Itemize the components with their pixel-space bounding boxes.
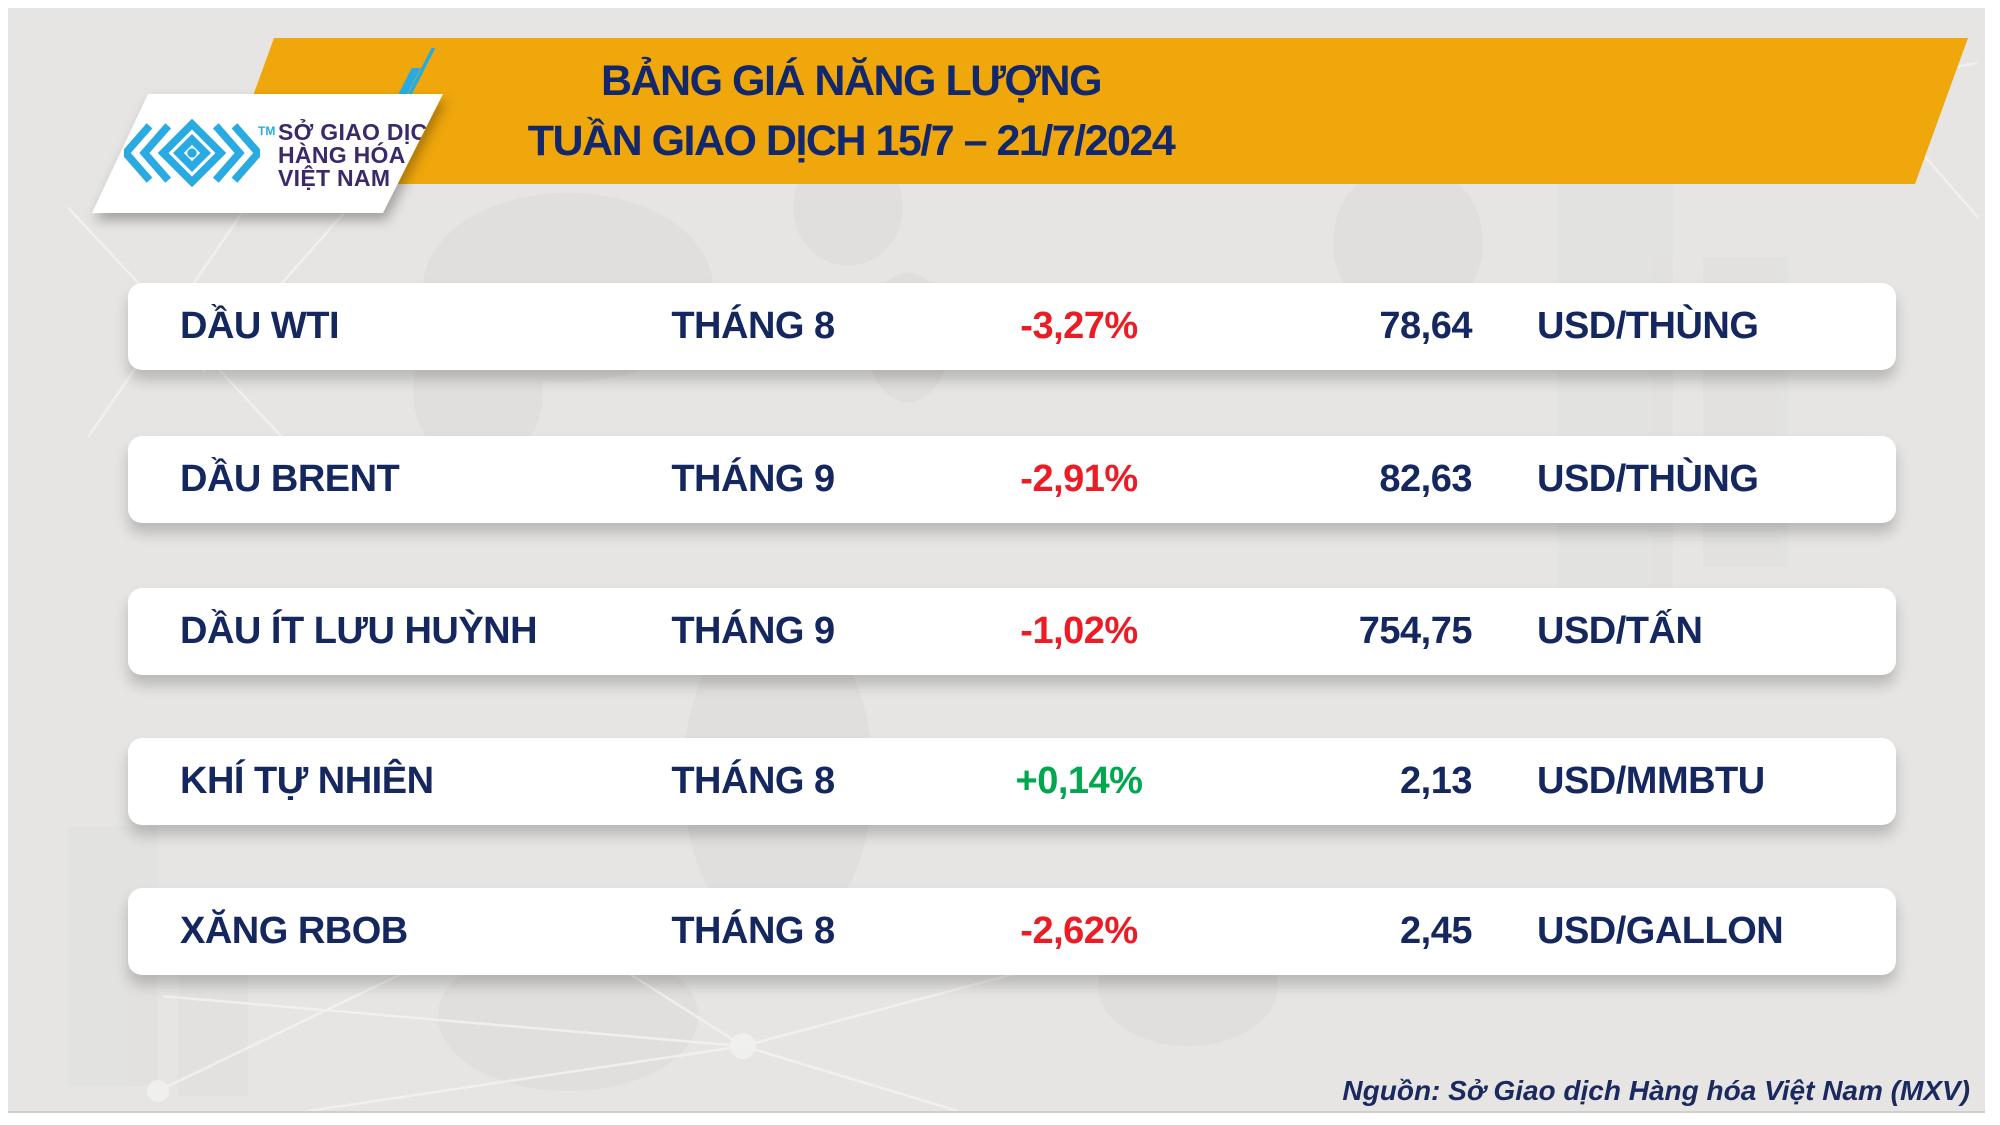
page-title-line1: BẢNG GIÁ NĂNG LƯỢNG <box>600 57 1102 105</box>
contract-month: THÁNG 8 <box>671 910 835 952</box>
price-value: 754,75 <box>1358 610 1473 652</box>
change-percent: +0,14% <box>1015 760 1143 802</box>
change-percent: -2,91% <box>1020 458 1138 500</box>
price-value: 2,45 <box>1400 910 1472 952</box>
price-unit: USD/THÙNG <box>1537 305 1759 347</box>
mxv-logo-icon <box>124 119 260 187</box>
contract-month: THÁNG 9 <box>671 610 835 652</box>
logo-card-shadow: TM SỞ GIAO DỊCH HÀNG HÓA VIỆT NAM <box>50 51 401 170</box>
price-value: 78,64 <box>1379 305 1472 347</box>
change-percent: -1,02% <box>1020 610 1138 652</box>
page-title-line2: TUẦN GIAO DỊCH 15/7 – 21/7/2024 <box>527 117 1175 165</box>
page-title: BẢNG GIÁ NĂNG LƯỢNG TUẦN GIAO DỊCH 15/7 … <box>221 38 1481 184</box>
table-row: DẦU WTI THÁNG 8 -3,27% 78,64 USD/THÙNG <box>128 283 1896 370</box>
trademark-symbol: TM <box>258 124 276 138</box>
logo-org-line1: SỞ GIAO DỊCH <box>278 119 445 145</box>
change-percent: -3,27% <box>1020 305 1138 347</box>
logo-org-line3: VIỆT NAM <box>278 165 391 191</box>
source-attribution: Nguồn: Sở Giao dịch Hàng hóa Việt Nam (M… <box>1342 1075 1970 1106</box>
table-row: KHÍ TỰ NHIÊN THÁNG 8 +0,14% 2,13 USD/MMB… <box>128 738 1896 825</box>
price-unit: USD/TẤN <box>1537 610 1703 652</box>
price-value: 2,13 <box>1400 760 1472 802</box>
contract-month: THÁNG 9 <box>671 458 835 500</box>
price-unit: USD/MMBTU <box>1537 760 1765 802</box>
mxv-logo-card: TM SỞ GIAO DỊCH HÀNG HÓA VIỆT NAM <box>92 94 443 213</box>
logo-org-line2: HÀNG HÓA <box>278 142 406 168</box>
commodity-name: DẦU ÍT LƯU HUỲNH <box>180 610 538 652</box>
commodity-name: KHÍ TỰ NHIÊN <box>180 760 434 802</box>
logo-org-name: SỞ GIAO DỊCH HÀNG HÓA VIỆT NAM <box>278 121 444 190</box>
contract-month: THÁNG 8 <box>671 305 835 347</box>
contract-month: THÁNG 8 <box>671 760 835 802</box>
table-row: DẦU ÍT LƯU HUỲNH THÁNG 9 -1,02% 754,75 U… <box>128 588 1896 675</box>
change-percent: -2,62% <box>1020 910 1138 952</box>
commodity-name: DẦU WTI <box>180 305 340 347</box>
commodity-name: XĂNG RBOB <box>180 910 408 952</box>
header-banner: BẢNG GIÁ NĂNG LƯỢNG TUẦN GIAO DỊCH 15/7 … <box>221 38 1968 184</box>
infographic-canvas: BẢNG GIÁ NĂNG LƯỢNG TUẦN GIAO DỊCH 15/7 … <box>8 8 1985 1113</box>
price-unit: USD/THÙNG <box>1537 458 1759 500</box>
commodity-name: DẦU BRENT <box>180 458 400 500</box>
table-row: DẦU BRENT THÁNG 9 -2,91% 82,63 USD/THÙNG <box>128 436 1896 523</box>
table-row: XĂNG RBOB THÁNG 8 -2,62% 2,45 USD/GALLON <box>128 888 1896 975</box>
price-unit: USD/GALLON <box>1537 910 1784 952</box>
price-value: 82,63 <box>1379 458 1472 500</box>
